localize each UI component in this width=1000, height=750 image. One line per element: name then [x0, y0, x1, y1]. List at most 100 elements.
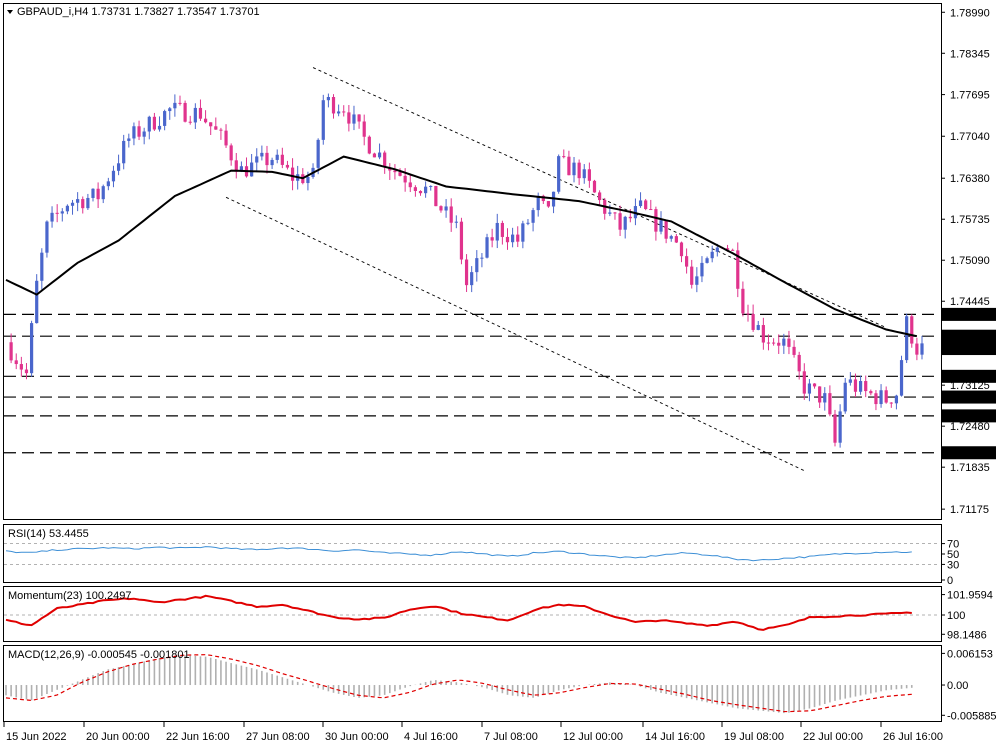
candle-bull [454, 221, 458, 223]
candle-bull [116, 163, 121, 171]
indicator-tick-label: 70 [947, 539, 959, 551]
candle-bear [347, 112, 351, 124]
candle-bull [511, 234, 515, 243]
candle-bear [741, 288, 745, 314]
candle-bear [731, 249, 735, 251]
indicator-tick-label: 0 [947, 575, 953, 587]
level-price-label: 1.73701 [947, 344, 987, 356]
candle-bear [761, 325, 765, 343]
candle-bull [122, 140, 126, 164]
candle-bull [260, 152, 264, 157]
candle-bear [812, 383, 817, 387]
rsi-line [5, 546, 912, 562]
candle-bear [367, 136, 371, 154]
candle-bear [55, 212, 59, 214]
price-tick-label: 1.78345 [950, 48, 990, 60]
candle-bull [659, 220, 663, 232]
candle-bear [393, 170, 397, 173]
rsi-label: RSI(14) 53.4455 [8, 528, 89, 540]
time-tick-label: 26 Jul 16:00 [883, 731, 943, 743]
candle-bear [280, 154, 284, 165]
price-panel[interactable] [4, 67, 940, 472]
candle-bear [203, 118, 208, 123]
candle-bear [383, 152, 387, 168]
candle-bear [357, 114, 361, 122]
candle-bull [521, 223, 525, 242]
candle-bull [756, 325, 760, 330]
candle-bear [797, 354, 801, 372]
time-tick-label: 14 Jul 16:00 [645, 731, 705, 743]
momentum-line [5, 594, 912, 631]
candle-bull [306, 176, 310, 184]
momentum-panel[interactable] [4, 594, 940, 631]
candle-bear [418, 190, 423, 194]
candle-bear [889, 402, 893, 404]
candle-bull [127, 138, 131, 141]
candle-bear [884, 390, 888, 403]
panel-frames [3, 3, 942, 722]
price-tick-label: 1.75090 [950, 255, 990, 267]
candle-bear [285, 164, 290, 168]
candle-bull [858, 381, 863, 392]
candle-bull [848, 379, 852, 383]
candle-bear [14, 360, 18, 365]
candle-bull [475, 258, 479, 273]
candle-bull [377, 152, 382, 158]
candle-bear [178, 102, 182, 104]
candle-bear [618, 213, 622, 230]
price-tick-label: 1.77695 [950, 90, 990, 102]
candle-bull [424, 186, 428, 194]
candle-bull [250, 162, 254, 177]
candle-bull [321, 100, 325, 140]
candle-bear [864, 381, 868, 392]
candle-bull [669, 236, 673, 239]
candle-bull [275, 154, 279, 160]
moving-average-line [5, 155, 918, 338]
current-price-marker [942, 342, 996, 356]
macd-label: MACD(12,26,9) -0.000545 -0.001801 [8, 649, 190, 661]
candle-bear [828, 393, 832, 415]
channel-lower-line [225, 196, 805, 472]
candle-bull [557, 156, 561, 192]
price-tick-label: 1.73125 [950, 380, 990, 392]
momentum-label: Momentum(23) 100.2497 [8, 590, 132, 602]
candle-bull [270, 159, 274, 166]
candle-bear [516, 234, 520, 242]
candle-bull [142, 131, 146, 137]
price-tick-label: 1.76380 [950, 173, 990, 185]
candle-bull [608, 212, 612, 214]
candle-bull [480, 257, 484, 259]
candle-bull [147, 116, 151, 132]
candle-bull [316, 139, 320, 168]
time-tick-label: 20 Jun 00:00 [86, 731, 150, 743]
collapse-triangle-icon[interactable] [7, 10, 13, 14]
candle-bear [198, 107, 203, 119]
candle-bear [771, 342, 776, 344]
candle-bull [163, 111, 167, 126]
rsi-panel[interactable] [4, 543, 940, 565]
candle-bear [577, 162, 581, 179]
macd-panel[interactable] [5, 654, 913, 714]
time-tick-label: 27 Jun 08:00 [246, 731, 310, 743]
candle-bear [183, 102, 187, 122]
candle-bear [644, 200, 648, 210]
price-tick-label: 1.74445 [950, 296, 990, 308]
candle-bull [782, 338, 786, 346]
level-price-marker [942, 369, 996, 383]
level-price-label: 1.73895 [947, 331, 987, 343]
candle-bull [65, 205, 70, 212]
price-tick-label: 1.78990 [950, 7, 990, 19]
candle-bear [24, 369, 29, 374]
candle-bear [403, 175, 407, 183]
candle-bear [910, 316, 914, 344]
candle-bull [193, 107, 197, 123]
candle-bull [638, 200, 643, 207]
time-tick-label: 15 Jun 2022 [6, 731, 67, 743]
time-tick-label: 12 Jul 00:00 [563, 731, 623, 743]
candle-bear [290, 167, 295, 181]
level-price-marker [942, 307, 996, 321]
candle-bear [685, 256, 689, 267]
candle-bear [766, 342, 771, 344]
candle-bear [690, 266, 694, 285]
